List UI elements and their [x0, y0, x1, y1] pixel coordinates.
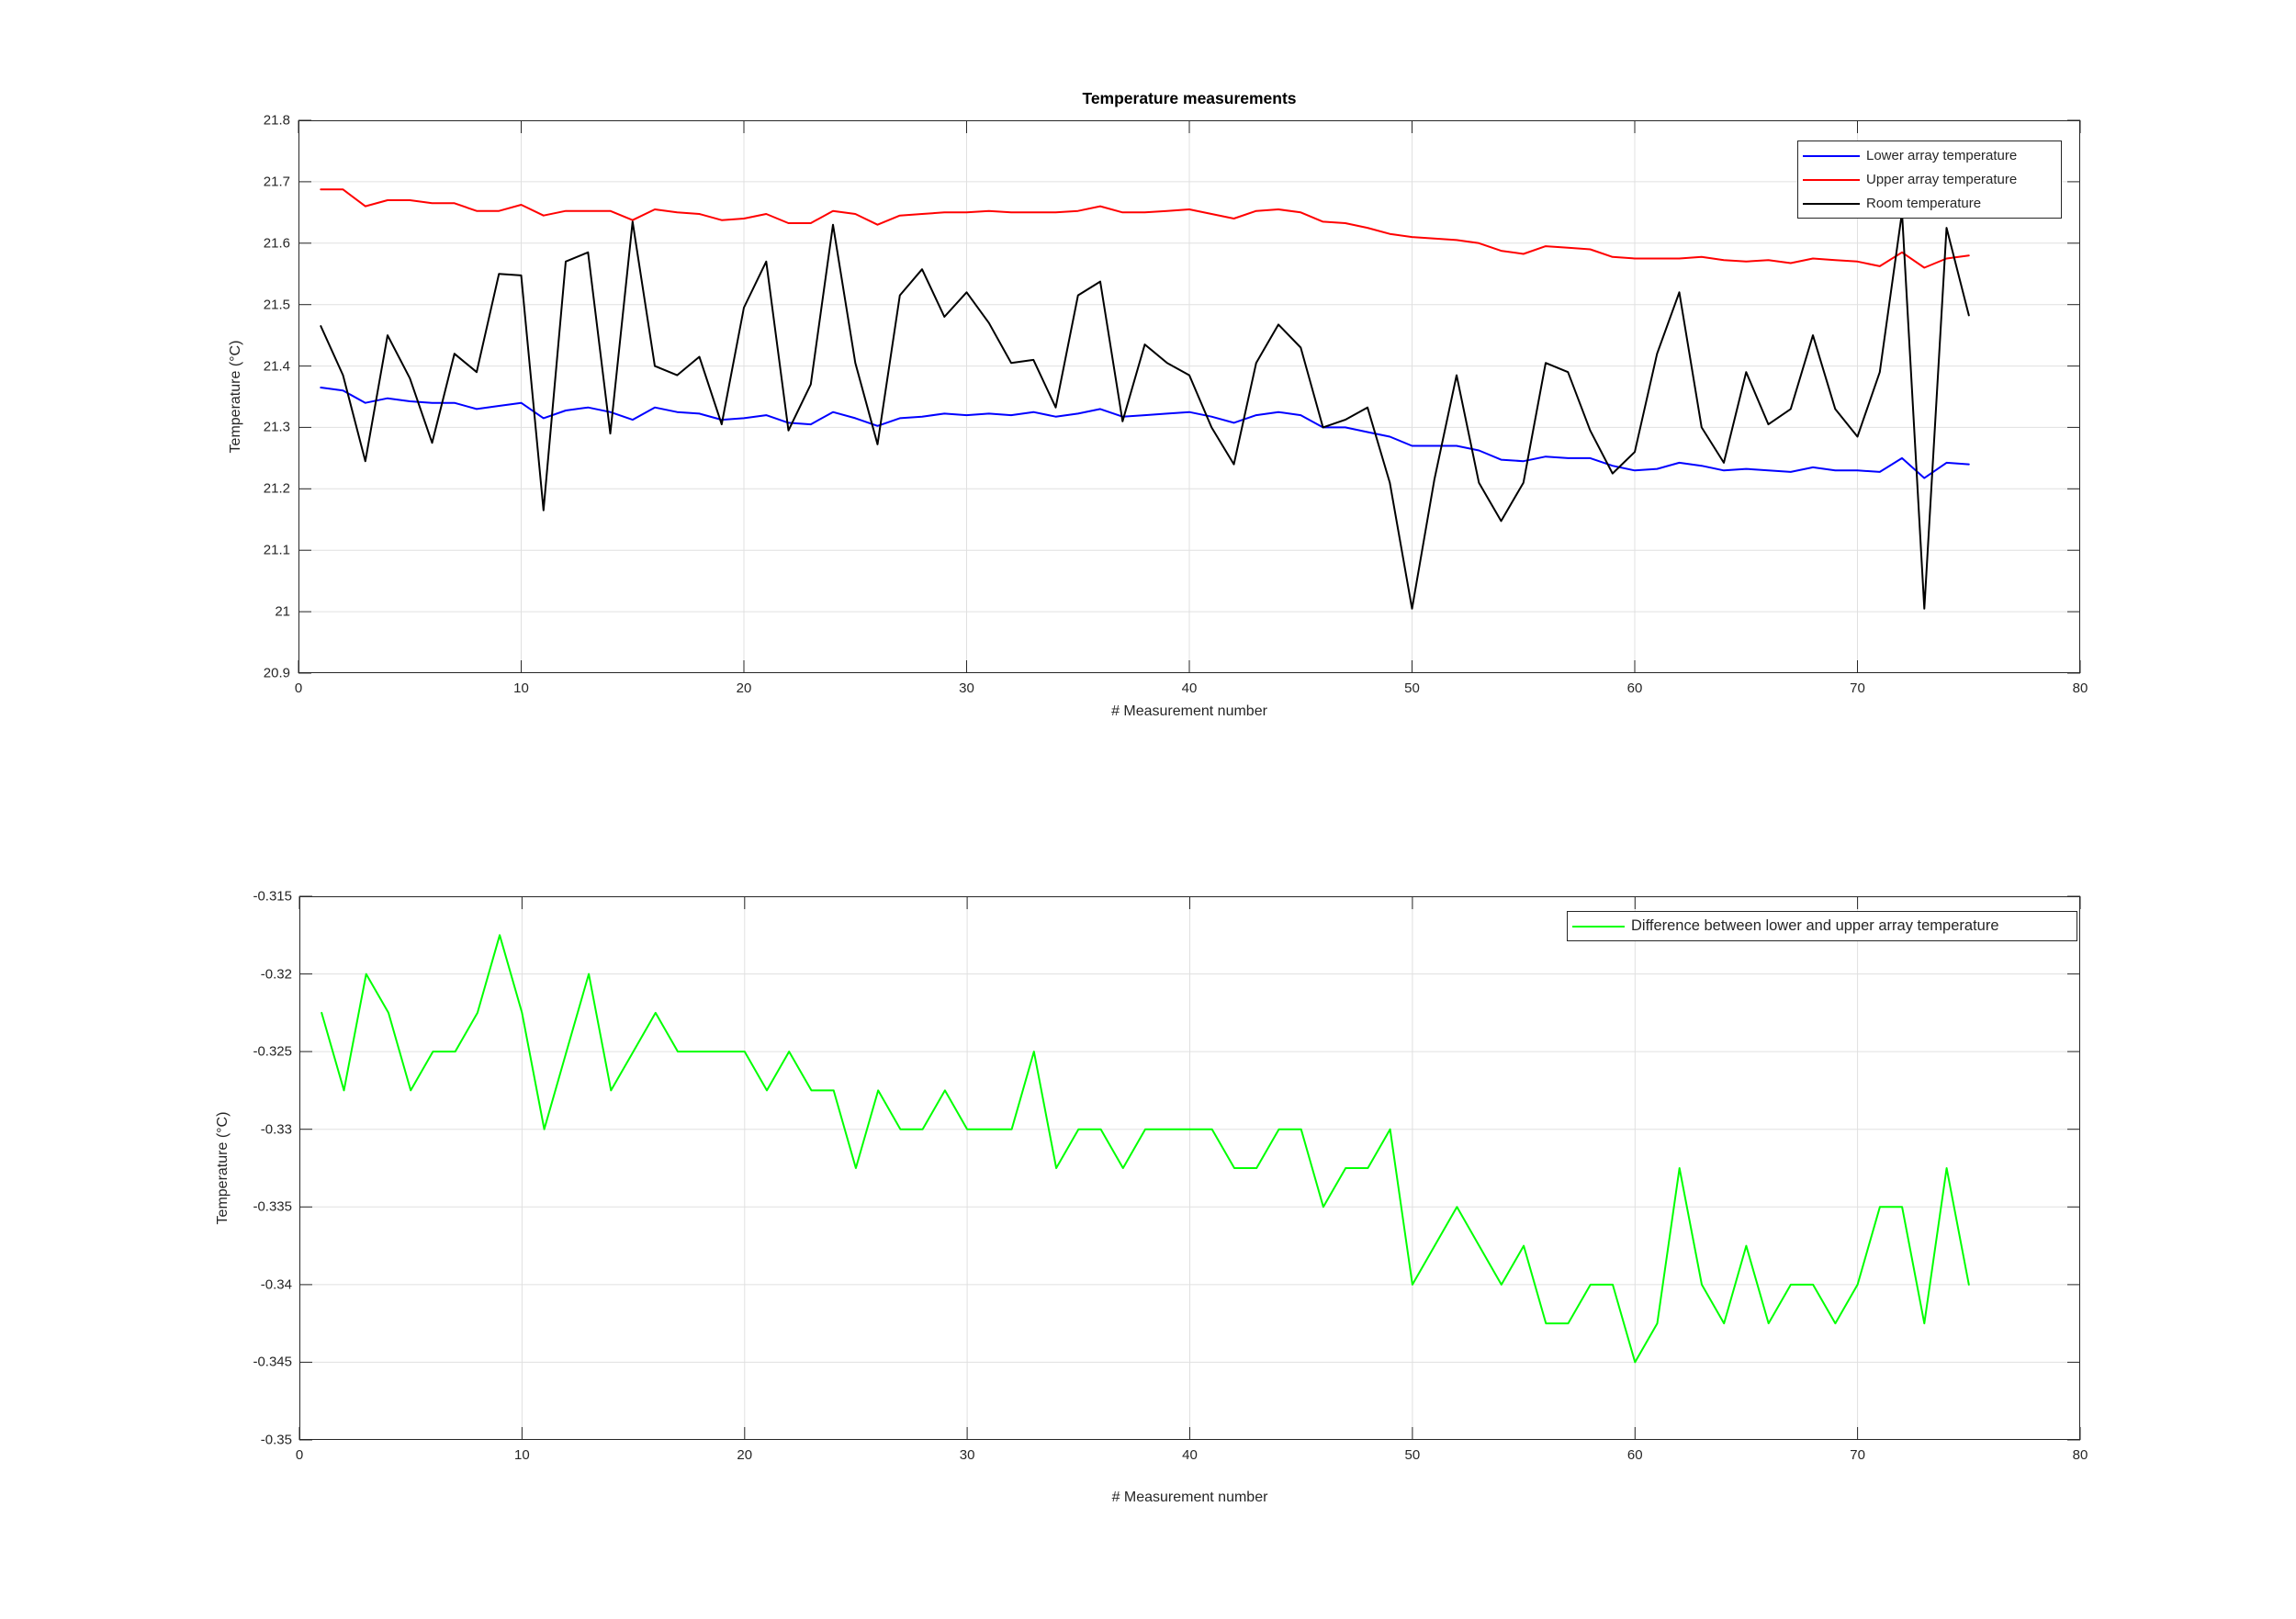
- legend-label: Upper array temperature: [1866, 172, 2018, 187]
- x-tick-label: 50: [1404, 1447, 1421, 1463]
- y-tick-label: 21.4: [263, 358, 290, 375]
- legend-label: Lower array temperature: [1866, 148, 2018, 163]
- legend-label: Difference between lower and upper array…: [1631, 917, 1999, 934]
- y-tick-label: 21.7: [263, 174, 290, 190]
- y-tick-label: -0.34: [260, 1276, 292, 1293]
- legend: Difference between lower and upper array…: [1567, 911, 2077, 941]
- y-tick-label: 21.5: [263, 297, 290, 313]
- x-tick-label: 60: [1626, 680, 1643, 696]
- legend-entry-room: Room temperature: [1798, 192, 2061, 216]
- y-tick-label: 21.8: [263, 112, 290, 129]
- legend-label: Room temperature: [1866, 196, 1982, 211]
- y-tick-label: -0.32: [260, 966, 292, 983]
- legend: Lower array temperature Upper array temp…: [1797, 141, 2062, 219]
- y-tick-label: -0.325: [253, 1043, 292, 1060]
- legend-line-sample-red: [1803, 178, 1860, 181]
- axes-box: [298, 120, 2080, 673]
- x-tick-label: 0: [295, 1447, 304, 1463]
- x-tick-label: 0: [294, 680, 303, 696]
- x-tick-label: 10: [514, 1447, 530, 1463]
- x-tick-label: 80: [2072, 680, 2088, 696]
- x-tick-label: 20: [736, 680, 752, 696]
- y-tick-label: 21.2: [263, 480, 290, 497]
- y-tick-label: -0.33: [260, 1121, 292, 1138]
- y-tick-label: 21.1: [263, 542, 290, 558]
- plot-area: [298, 895, 2081, 1441]
- y-tick-label: 21.3: [263, 419, 290, 435]
- chart-title: Temperature measurements: [1082, 89, 1297, 107]
- legend-line-sample-blue: [1803, 154, 1860, 157]
- x-tick-label: 10: [513, 680, 529, 696]
- legend-entry-difference: Difference between lower and upper array…: [1568, 913, 2077, 939]
- axes-box: [299, 896, 2080, 1440]
- y-tick-label: 20.9: [263, 665, 290, 681]
- series-line: [320, 211, 1970, 610]
- y-tick-label: 21.6: [263, 235, 290, 252]
- y-tick-label: -0.345: [253, 1354, 292, 1370]
- series-line: [320, 387, 1970, 479]
- y-tick-label: 21: [275, 603, 290, 620]
- y-tick-label: -0.335: [253, 1198, 292, 1215]
- legend-line-sample-green: [1572, 925, 1625, 928]
- x-tick-label: 70: [1850, 680, 1865, 696]
- plot-area: [298, 119, 2081, 674]
- x-tick-label: 20: [737, 1447, 753, 1463]
- y-tick-label: -0.35: [260, 1432, 292, 1448]
- x-tick-label: 60: [1626, 1447, 1643, 1463]
- x-tick-label: 70: [1850, 1447, 1865, 1463]
- x-tick-label: 80: [2072, 1447, 2088, 1463]
- series-line: [320, 188, 1970, 269]
- x-tick-label: 50: [1404, 680, 1420, 696]
- x-axis-label: # Measurement number: [1111, 703, 1267, 719]
- legend-entry-lower-array: Lower array temperature: [1798, 144, 2061, 168]
- x-axis-label: # Measurement number: [1111, 1490, 1268, 1505]
- x-tick-label: 30: [959, 680, 974, 696]
- series-line: [321, 934, 1970, 1364]
- x-tick-label: 40: [1182, 1447, 1198, 1463]
- x-tick-label: 40: [1181, 680, 1198, 696]
- x-tick-label: 30: [959, 1447, 975, 1463]
- y-tick-label: -0.315: [253, 888, 292, 905]
- legend-entry-upper-array: Upper array temperature: [1798, 168, 2061, 192]
- legend-line-sample-black: [1803, 202, 1860, 205]
